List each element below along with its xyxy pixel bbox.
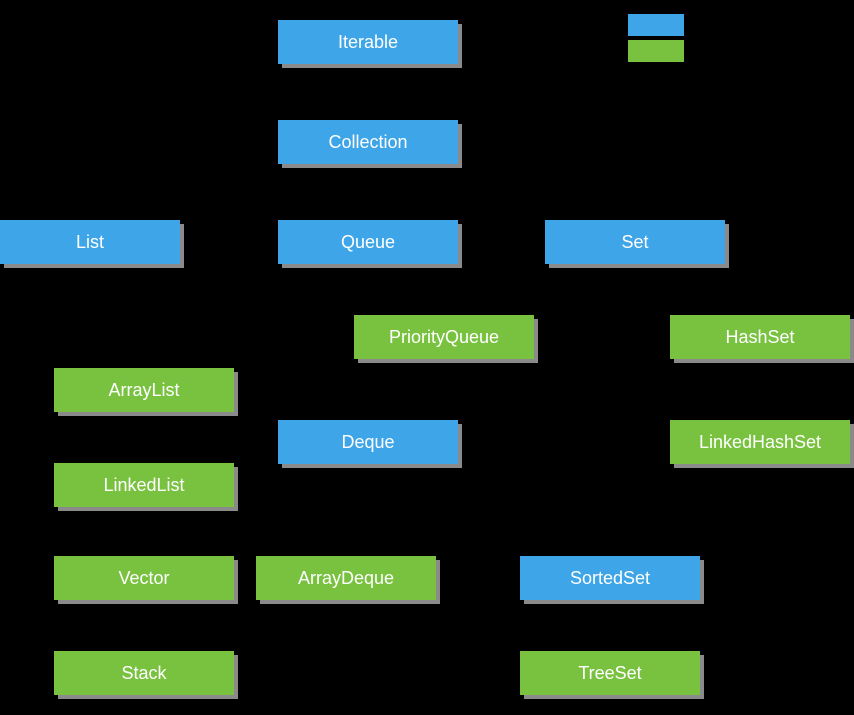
node-deque: Deque bbox=[278, 420, 458, 464]
node-label: Deque bbox=[341, 432, 394, 453]
node-label: LinkedHashSet bbox=[699, 432, 821, 453]
node-label: PriorityQueue bbox=[389, 327, 499, 348]
node-label: SortedSet bbox=[570, 568, 650, 589]
node-arraydeque: ArrayDeque bbox=[256, 556, 436, 600]
node-label: Queue bbox=[341, 232, 395, 253]
node-label: Iterable bbox=[338, 32, 398, 53]
node-queue: Queue bbox=[278, 220, 458, 264]
node-label: ArrayList bbox=[108, 380, 179, 401]
node-collection: Collection bbox=[278, 120, 458, 164]
node-label: Collection bbox=[328, 132, 407, 153]
node-list: List bbox=[0, 220, 180, 264]
node-label: List bbox=[76, 232, 104, 253]
node-treeset: TreeSet bbox=[520, 651, 700, 695]
node-label: Vector bbox=[118, 568, 169, 589]
node-arraylist: ArrayList bbox=[54, 368, 234, 412]
legend-interface-swatch bbox=[628, 14, 684, 36]
node-label: LinkedList bbox=[103, 475, 184, 496]
node-label: TreeSet bbox=[578, 663, 641, 684]
node-sortedset: SortedSet bbox=[520, 556, 700, 600]
node-stack: Stack bbox=[54, 651, 234, 695]
node-hashset: HashSet bbox=[670, 315, 850, 359]
node-label: Stack bbox=[121, 663, 166, 684]
node-label: Set bbox=[621, 232, 648, 253]
node-priorityqueue: PriorityQueue bbox=[354, 315, 534, 359]
node-linkedlist: LinkedList bbox=[54, 463, 234, 507]
node-iterable: Iterable bbox=[278, 20, 458, 64]
node-vector: Vector bbox=[54, 556, 234, 600]
legend-class-swatch bbox=[628, 40, 684, 62]
node-linkedhashset: LinkedHashSet bbox=[670, 420, 850, 464]
node-label: ArrayDeque bbox=[298, 568, 394, 589]
node-label: HashSet bbox=[725, 327, 794, 348]
node-set: Set bbox=[545, 220, 725, 264]
